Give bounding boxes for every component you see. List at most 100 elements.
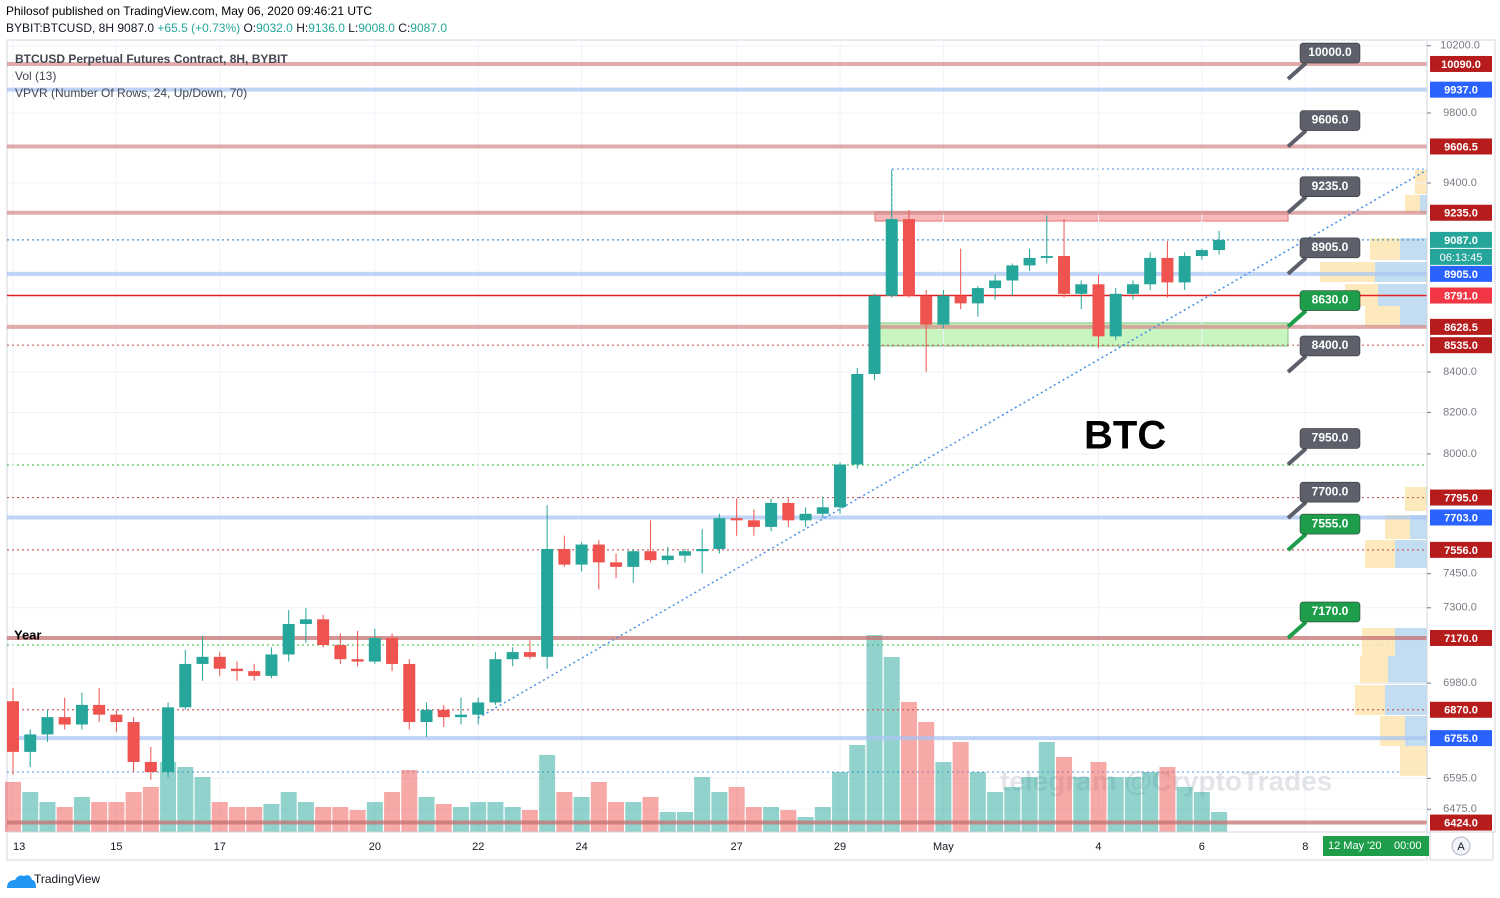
- volume-bar: [608, 802, 625, 832]
- volume-bar: [470, 802, 487, 832]
- candle-body: [816, 507, 829, 514]
- candle-body: [110, 714, 123, 723]
- candle-body: [1023, 257, 1036, 266]
- quote-part: C:: [395, 21, 410, 35]
- price-tag-label: 9937.0: [1444, 85, 1478, 97]
- callout-label: 7555.0: [1312, 516, 1349, 530]
- vpvr-bar: [1415, 170, 1427, 194]
- volume-bar: [883, 657, 900, 832]
- y-tick-label: 7300.0: [1443, 602, 1477, 614]
- candle-body: [920, 295, 933, 325]
- cursor-date: 12 May '20: [1328, 840, 1381, 852]
- big-label: BTC: [1084, 414, 1166, 458]
- candle-body: [541, 548, 554, 657]
- x-tick-label: May: [933, 841, 954, 853]
- y-tick-label: 8000.0: [1443, 448, 1477, 460]
- price-tag: [1430, 489, 1492, 506]
- quote-part: 9136.0: [308, 21, 345, 35]
- y-tick-label: 9800.0: [1443, 107, 1477, 119]
- candle-body: [1144, 257, 1157, 285]
- candle-body: [1040, 256, 1053, 258]
- candle-body: [454, 714, 467, 718]
- volume-bar: [763, 807, 780, 832]
- callout-pointer: [1286, 195, 1308, 215]
- vpvr-bar: [1405, 487, 1427, 511]
- volume-bar: [935, 762, 952, 832]
- candle-body: [1092, 284, 1105, 337]
- price-tag: [1430, 337, 1492, 354]
- candle-body: [1075, 284, 1088, 294]
- y-tick-label: 9400.0: [1443, 177, 1477, 189]
- candle-body: [868, 295, 881, 374]
- volume-bar: [315, 807, 332, 832]
- candle-body: [575, 544, 588, 565]
- candle-body: [437, 709, 450, 718]
- volume-bar: [625, 802, 642, 832]
- x-tick-label: 4: [1095, 841, 1101, 853]
- cursor-time: 00:00: [1394, 840, 1422, 852]
- volume-bar: [73, 797, 90, 832]
- scale-mode: A: [1457, 841, 1465, 853]
- volume-bar: [5, 782, 21, 832]
- volume-bar: [1142, 772, 1159, 832]
- x-tick-label: 20: [369, 841, 381, 853]
- vpvr-bar: [1400, 746, 1427, 776]
- volume-bar: [866, 635, 883, 832]
- legend-line: BTCUSD Perpetual Futures Contract, 8H, B…: [15, 52, 288, 66]
- legend-line: Vol (13): [15, 69, 56, 83]
- volume-bar: [1090, 762, 1107, 832]
- time-axis: [6, 831, 1428, 861]
- countdown-tag: [1430, 248, 1492, 265]
- candle-body: [902, 219, 915, 296]
- candle-body: [834, 464, 847, 508]
- volume-bar: [573, 797, 590, 832]
- candle-body: [489, 659, 502, 703]
- volume-bar: [177, 767, 194, 832]
- callout-label: 9235.0: [1312, 179, 1349, 193]
- volume-bar: [263, 804, 280, 832]
- price-tag: [1430, 318, 1492, 335]
- volume-bar: [832, 772, 849, 832]
- vpvr-bar: [1400, 238, 1427, 260]
- price-tag: [1430, 701, 1492, 718]
- price-tag: [1430, 287, 1492, 304]
- price-tag-label: 6870.0: [1444, 705, 1478, 717]
- callout-label: 7950.0: [1312, 431, 1349, 445]
- volume-bar: [814, 807, 831, 832]
- price-tag-label: 9087.0: [1444, 235, 1478, 247]
- price-tag-label: 6424.0: [1444, 817, 1478, 829]
- quote-part: L:: [345, 21, 358, 35]
- vpvr-bar: [1420, 195, 1427, 213]
- candle-body: [696, 548, 709, 552]
- callout-box: [1299, 428, 1361, 449]
- price-tag: [1430, 265, 1492, 282]
- candle-body: [610, 562, 623, 567]
- volume-bar: [1159, 767, 1176, 832]
- price-tag: [1430, 814, 1492, 831]
- candle-body: [885, 219, 898, 296]
- candle-body: [162, 707, 175, 773]
- volume-bar: [1107, 777, 1124, 832]
- author-line: Philosof published on TradingView.com, M…: [6, 4, 372, 18]
- callout-pointer: [1286, 532, 1308, 552]
- candle-body: [1109, 293, 1122, 337]
- volume-bar: [194, 777, 211, 832]
- x-tick-label: 8: [1302, 841, 1308, 853]
- price-axis: [1426, 39, 1496, 833]
- candle-body: [937, 295, 950, 325]
- year-label: Year: [14, 627, 41, 642]
- candle-body: [1161, 257, 1174, 283]
- candle-body: [506, 652, 519, 660]
- brand-logo: [7, 875, 36, 888]
- x-tick-label: 22: [472, 841, 484, 853]
- volume-bar: [728, 787, 745, 832]
- price-tag-label: 6755.0: [1444, 733, 1478, 745]
- candle-body: [24, 734, 37, 752]
- candle-body: [144, 761, 157, 773]
- callout-pointer: [1286, 446, 1308, 466]
- quote-part: 9032.0: [256, 21, 293, 35]
- volume-bar: [228, 807, 245, 832]
- candle-body: [282, 623, 295, 655]
